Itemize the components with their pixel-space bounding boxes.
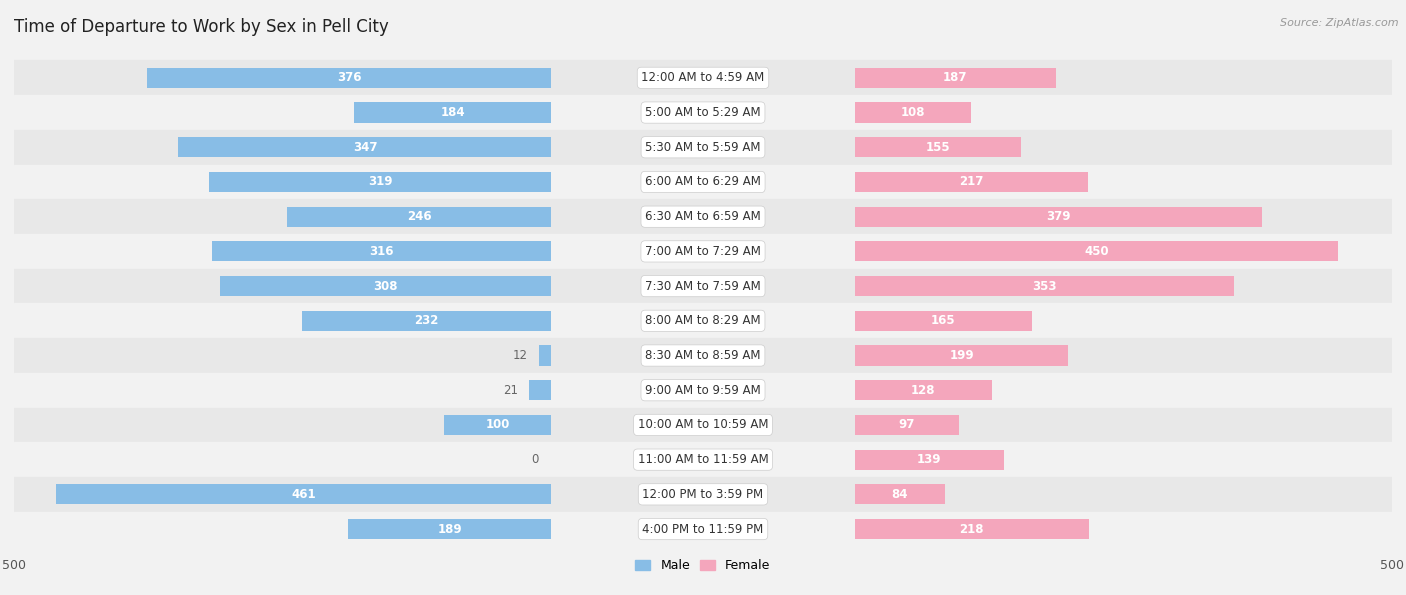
Bar xyxy=(14,61,1392,95)
Text: 4:00 PM to 11:59 PM: 4:00 PM to 11:59 PM xyxy=(643,522,763,536)
Bar xyxy=(14,373,1392,408)
Text: 9:00 AM to 9:59 AM: 9:00 AM to 9:59 AM xyxy=(645,384,761,397)
Text: 0: 0 xyxy=(531,453,538,466)
Text: 12:00 AM to 4:59 AM: 12:00 AM to 4:59 AM xyxy=(641,71,765,84)
Text: Source: ZipAtlas.com: Source: ZipAtlas.com xyxy=(1281,18,1399,28)
Bar xyxy=(349,519,551,539)
Text: 84: 84 xyxy=(891,488,908,501)
Bar xyxy=(14,442,1392,477)
Text: 6:30 AM to 6:59 AM: 6:30 AM to 6:59 AM xyxy=(645,210,761,223)
Bar xyxy=(444,415,551,435)
Bar xyxy=(302,311,551,331)
Bar xyxy=(14,199,1392,234)
Text: 199: 199 xyxy=(949,349,974,362)
Bar xyxy=(14,165,1392,199)
Text: 155: 155 xyxy=(925,141,950,154)
Bar xyxy=(855,484,945,505)
Text: 6:00 AM to 6:29 AM: 6:00 AM to 6:29 AM xyxy=(645,176,761,189)
Text: 128: 128 xyxy=(911,384,935,397)
Text: 189: 189 xyxy=(437,522,463,536)
Bar xyxy=(14,408,1392,442)
Bar xyxy=(221,276,551,296)
Text: 12:00 PM to 3:59 PM: 12:00 PM to 3:59 PM xyxy=(643,488,763,501)
Legend: Male, Female: Male, Female xyxy=(630,554,776,577)
Bar xyxy=(208,172,551,192)
Text: 246: 246 xyxy=(406,210,432,223)
Bar xyxy=(855,68,1056,88)
Text: 450: 450 xyxy=(1084,245,1109,258)
Text: 97: 97 xyxy=(898,418,915,431)
Bar xyxy=(148,68,551,88)
Bar xyxy=(855,450,1004,469)
Text: 308: 308 xyxy=(374,280,398,293)
Bar xyxy=(855,519,1088,539)
Text: 376: 376 xyxy=(337,71,361,84)
Text: 217: 217 xyxy=(959,176,983,189)
Bar xyxy=(56,484,551,505)
Text: 10:00 AM to 10:59 AM: 10:00 AM to 10:59 AM xyxy=(638,418,768,431)
Bar xyxy=(538,346,551,365)
Text: 5:30 AM to 5:59 AM: 5:30 AM to 5:59 AM xyxy=(645,141,761,154)
Text: 316: 316 xyxy=(370,245,394,258)
Bar xyxy=(179,137,551,157)
Text: 11:00 AM to 11:59 AM: 11:00 AM to 11:59 AM xyxy=(638,453,768,466)
Bar xyxy=(212,242,551,261)
Text: 8:00 AM to 8:29 AM: 8:00 AM to 8:29 AM xyxy=(645,314,761,327)
Text: 139: 139 xyxy=(917,453,942,466)
Bar xyxy=(14,338,1392,373)
Bar xyxy=(855,137,1021,157)
Text: Time of Departure to Work by Sex in Pell City: Time of Departure to Work by Sex in Pell… xyxy=(14,18,389,36)
Bar xyxy=(354,102,551,123)
Bar xyxy=(855,242,1339,261)
Text: 461: 461 xyxy=(291,488,316,501)
Bar xyxy=(14,234,1392,269)
Bar xyxy=(287,206,551,227)
Text: 232: 232 xyxy=(415,314,439,327)
Text: 7:00 AM to 7:29 AM: 7:00 AM to 7:29 AM xyxy=(645,245,761,258)
Text: 347: 347 xyxy=(353,141,377,154)
Bar xyxy=(855,276,1234,296)
Bar xyxy=(529,380,551,400)
Bar xyxy=(855,311,1032,331)
Text: 108: 108 xyxy=(900,106,925,119)
Text: 218: 218 xyxy=(959,522,984,536)
Text: 319: 319 xyxy=(368,176,392,189)
Text: 165: 165 xyxy=(931,314,956,327)
Text: 187: 187 xyxy=(943,71,967,84)
Text: 12: 12 xyxy=(513,349,527,362)
Text: 7:30 AM to 7:59 AM: 7:30 AM to 7:59 AM xyxy=(645,280,761,293)
Bar xyxy=(14,269,1392,303)
Bar xyxy=(855,172,1088,192)
Bar xyxy=(14,95,1392,130)
Text: 21: 21 xyxy=(503,384,519,397)
Bar xyxy=(14,477,1392,512)
Bar xyxy=(855,346,1069,365)
Text: 8:30 AM to 8:59 AM: 8:30 AM to 8:59 AM xyxy=(645,349,761,362)
Bar xyxy=(14,130,1392,165)
Text: 379: 379 xyxy=(1046,210,1070,223)
Text: 100: 100 xyxy=(485,418,510,431)
Bar xyxy=(14,303,1392,338)
Bar xyxy=(14,512,1392,546)
Text: 184: 184 xyxy=(440,106,465,119)
Bar xyxy=(855,206,1263,227)
Bar xyxy=(855,102,970,123)
Bar xyxy=(855,415,959,435)
Bar xyxy=(855,380,993,400)
Text: 5:00 AM to 5:29 AM: 5:00 AM to 5:29 AM xyxy=(645,106,761,119)
Text: 353: 353 xyxy=(1032,280,1056,293)
